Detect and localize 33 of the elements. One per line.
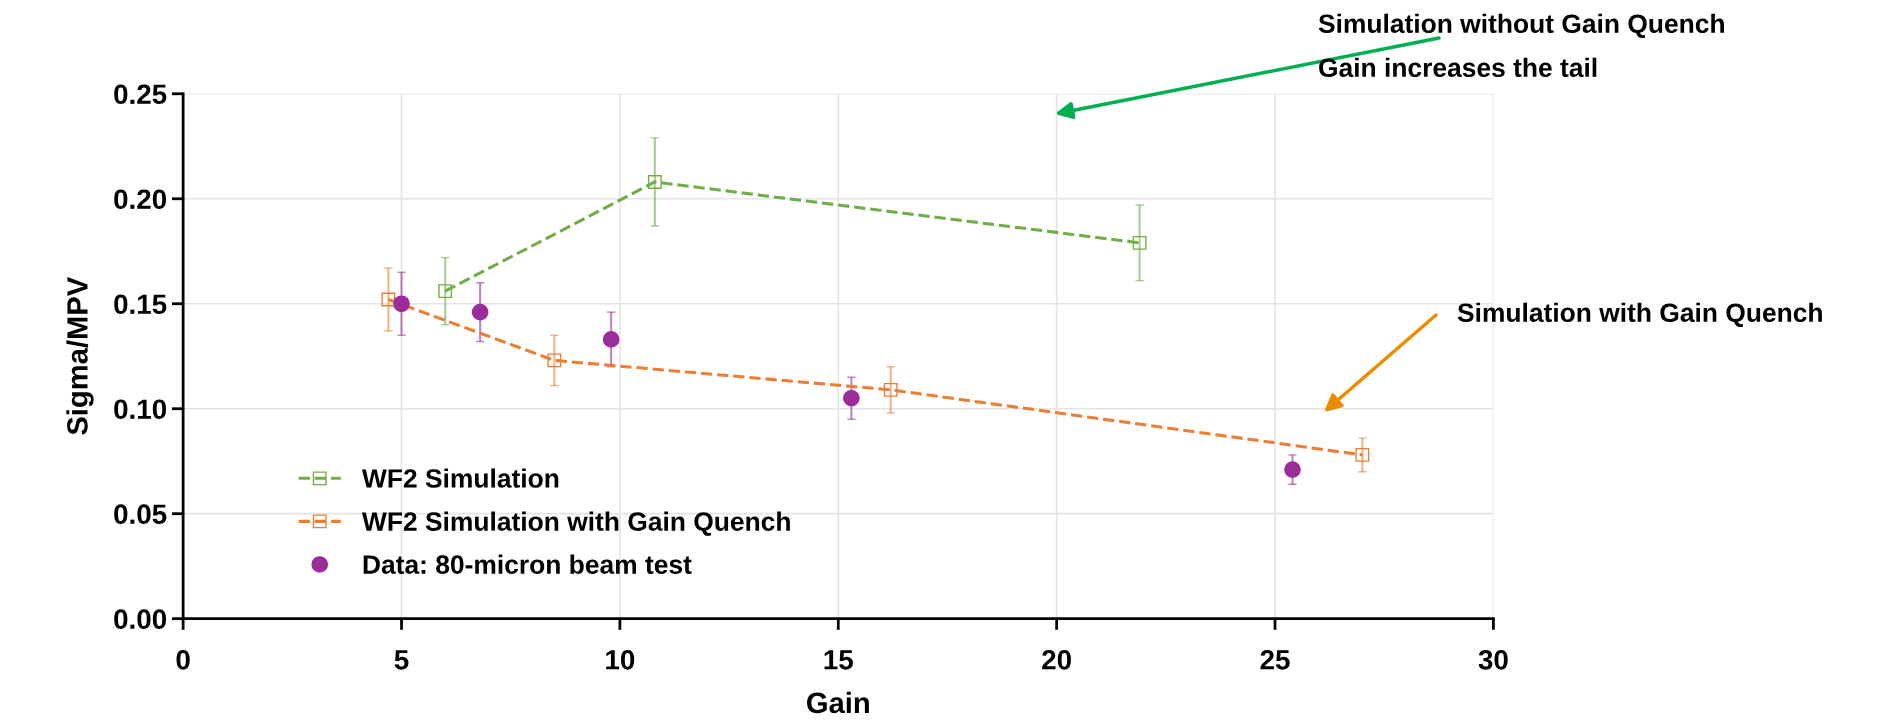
legend-label: WF2 Simulation: [361, 468, 559, 488]
x-tick-label: 20: [1042, 649, 1071, 670]
y-tick-label: 0.00: [114, 609, 167, 630]
x-tick-label: 5: [394, 650, 409, 670]
point: [471, 303, 489, 321]
point: [393, 295, 410, 313]
text: Gain increases the tail: [1319, 57, 1597, 78]
point: [883, 382, 898, 397]
x-tick-label: 0: [176, 649, 190, 670]
annotation: Simulation with Gain Quench: [1457, 302, 1822, 328]
x-tick-label: 15: [824, 650, 853, 670]
text: Simulation without Gain Quench: [1318, 13, 1724, 39]
point: [1132, 235, 1147, 250]
point: [547, 353, 562, 368]
point: [602, 331, 620, 348]
x-axis-title: Gain: [807, 691, 869, 714]
point: [843, 389, 860, 407]
point: [381, 292, 396, 307]
y-tick-label: 0.15: [114, 294, 167, 315]
legend-label: WF2 Simulation with Gain Quench: [361, 511, 790, 536]
y-tick-label: 0.10: [114, 399, 167, 420]
y-tick-label: 0.25: [114, 84, 167, 105]
point: [438, 284, 453, 299]
point: [1355, 447, 1370, 462]
y-tick-label: 0.20: [114, 189, 167, 210]
legend-label: Data: 80-micron beam test: [363, 554, 692, 574]
y-tick-label: 0.05: [114, 504, 167, 525]
x-tick-label: 10: [606, 649, 635, 670]
x-tick-label: 25: [1260, 649, 1290, 670]
x-tick-label: 30: [1478, 649, 1508, 670]
point: [647, 175, 662, 189]
y-axis-title: Sigma/MPV: [66, 277, 94, 435]
point: [1284, 461, 1301, 478]
